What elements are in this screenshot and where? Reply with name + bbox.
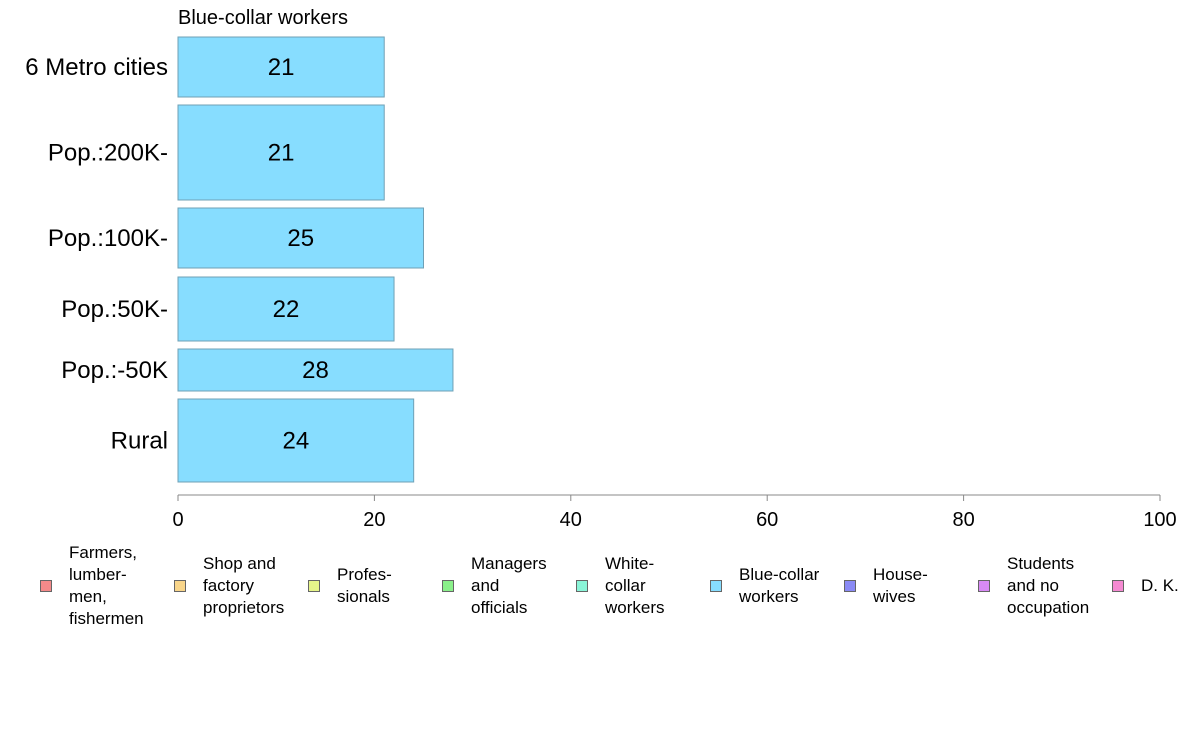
legend-swatch (308, 580, 320, 592)
bars-layer: 21 6 Metro cities 21 Pop.:200K- 25 Pop.:100K-… (25, 36, 454, 483)
bar-value-label: 24 (282, 428, 309, 455)
legend-swatch (40, 580, 52, 592)
legend-label: Students and no occupation (1007, 554, 1090, 617)
x-tick-label: 60 (756, 509, 778, 531)
category-label: Pop.:50K- (61, 296, 168, 323)
legend-swatch (1112, 580, 1124, 592)
x-tick-label: 0 (172, 509, 183, 531)
chart-title: Blue-collar workers (178, 7, 348, 29)
legend-label: Farmers, lumber- men, fishermen (69, 543, 144, 628)
chart-plot: Blue-collar workers 21 6 Metro cities 21 Po… (25, 7, 1177, 531)
legend-label: Blue-collar workers (739, 565, 820, 606)
bar-value-label: 21 (268, 54, 295, 81)
bar-value-label: 22 (273, 296, 300, 323)
legend-swatch (174, 580, 186, 592)
x-tick-label: 20 (363, 509, 385, 531)
legend-swatch (576, 580, 588, 592)
legend-swatch (710, 580, 722, 592)
category-label: 6 Metro cities (25, 54, 168, 81)
bar (177, 207, 424, 269)
bar (177, 276, 395, 342)
bar-value-label: 21 (268, 140, 295, 167)
legend-swatch (978, 580, 990, 592)
bar (177, 398, 415, 483)
legend-label: White- collar workers (605, 554, 665, 617)
category-label: Pop.:100K- (48, 225, 168, 252)
legend-swatch (844, 580, 856, 592)
legend: Farmers, lumber- men, fishermen Shop and … (0, 543, 1188, 642)
category-label: Rural (111, 428, 168, 455)
legend-label: Shop and factory proprietors (203, 554, 285, 617)
bar (177, 348, 454, 392)
x-axis: 0 20 40 60 80 100 (172, 494, 1177, 531)
legend-label: Managers and officials (471, 554, 547, 617)
legend-swatch (442, 580, 454, 592)
category-label: Pop.:200K- (48, 140, 168, 167)
bar-value-label: 28 (302, 357, 329, 384)
bar-value-label: 25 (287, 225, 314, 252)
bar (177, 104, 385, 201)
x-tick-label: 100 (1143, 509, 1176, 531)
legend-label: House- wives (873, 565, 928, 606)
legend-label: D. K. (1141, 576, 1179, 595)
x-tick-label: 40 (560, 509, 582, 531)
x-tick-label: 80 (952, 509, 974, 531)
legend-label: Profes- sionals (337, 565, 392, 606)
bar (177, 36, 385, 98)
category-label: Pop.:-50K (61, 357, 168, 384)
